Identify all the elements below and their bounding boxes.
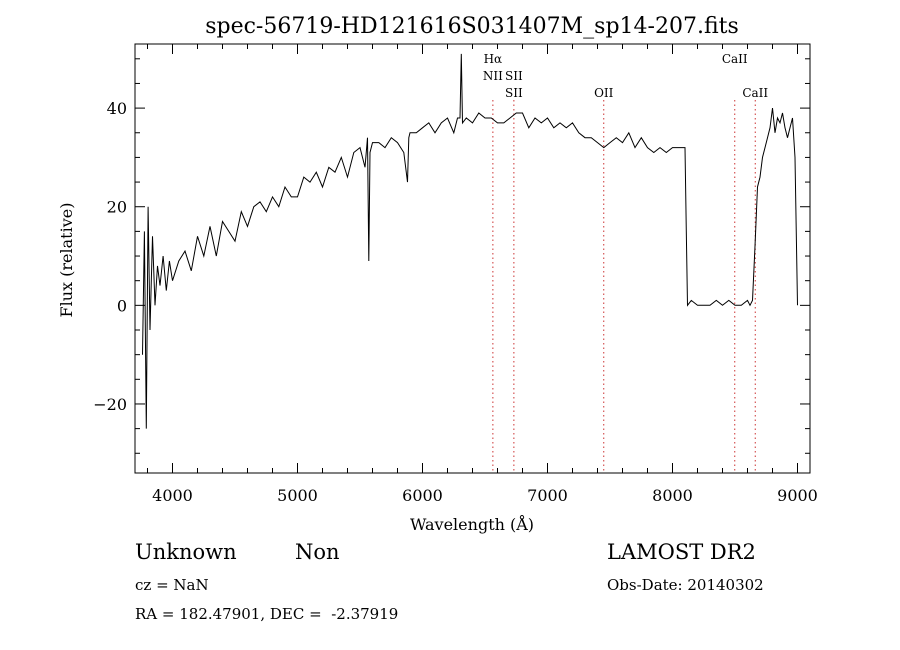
line-marker-label: NII	[483, 69, 503, 83]
observation-date: Obs-Date: 20140302	[607, 576, 764, 594]
y-axis-label: Flux (relative)	[57, 203, 76, 318]
line-marker-label: CaII	[742, 86, 768, 100]
plot-area: 4000 5000 6000 7000 8000 9000 −20 0 20 40 Hα NII SII…	[93, 43, 818, 505]
redshift-cz: cz = NaN	[135, 576, 209, 594]
x-tick-label: 5000	[277, 486, 318, 505]
x-axis-label: Wavelength (Å)	[410, 514, 534, 534]
line-marker-label: OII	[594, 86, 614, 100]
line-marker-label: Hα	[484, 52, 503, 66]
spectrum-line	[142, 53, 798, 429]
y-tick-label: 20	[107, 198, 127, 217]
line-marker-label: SII	[505, 86, 523, 100]
object-class: Unknown	[135, 540, 237, 564]
chart-title: spec-56719-HD121616S031407M_sp14-207.fit…	[205, 14, 739, 39]
line-marker-label: SII	[505, 69, 523, 83]
survey-name: LAMOST DR2	[607, 540, 756, 564]
x-tick-label: 8000	[652, 486, 693, 505]
y-tick-label: 40	[107, 99, 127, 118]
x-tick-label: 6000	[402, 486, 443, 505]
plot-frame	[134, 43, 811, 474]
line-marker-label: CaII	[722, 52, 748, 66]
x-tick-label: 9000	[777, 486, 818, 505]
x-tick-label: 4000	[152, 486, 193, 505]
x-tick-label: 7000	[527, 486, 568, 505]
y-tick-label: 0	[117, 296, 127, 315]
object-subclass: Non	[295, 540, 340, 564]
ra-dec-coordinates: RA = 182.47901, DEC = -2.37919	[135, 605, 399, 623]
y-tick-label: −20	[93, 395, 127, 414]
